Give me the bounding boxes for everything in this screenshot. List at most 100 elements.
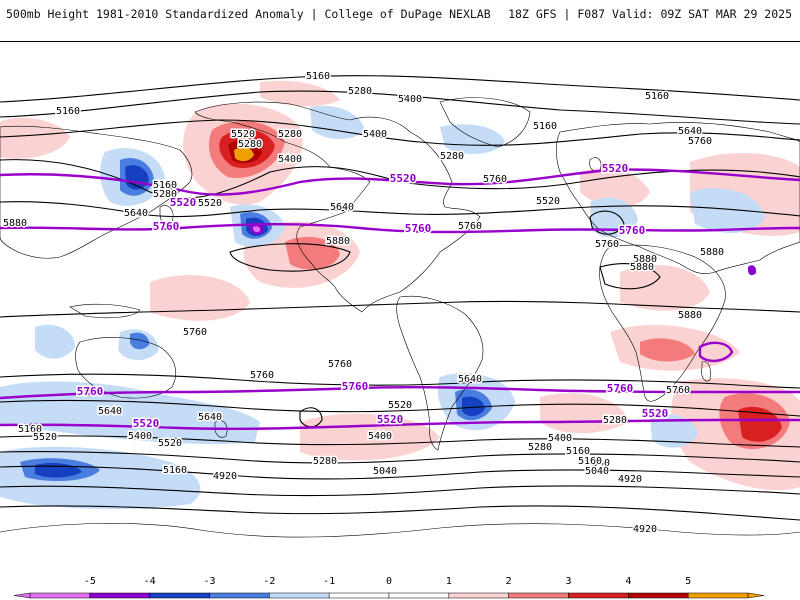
highlight-contour-label: 5760	[342, 380, 369, 393]
contour-label: 5880	[633, 254, 657, 265]
contour-5280-north	[0, 90, 800, 125]
contour-label: 5880	[700, 247, 724, 258]
contour-label: 5400	[128, 431, 152, 442]
colorbar-bin	[209, 592, 270, 599]
contour-label: 5280	[313, 456, 337, 467]
asia-west-coast	[0, 125, 193, 259]
greenland-coast	[439, 97, 531, 148]
map-title: 500mb Height 1981-2010 Standardized Anom…	[6, 7, 491, 21]
highlight-contour-label: 5520	[642, 407, 669, 420]
contour-5160-north	[0, 75, 800, 103]
contour-label: 5280	[348, 86, 372, 97]
contour-5400-north	[0, 119, 800, 146]
south-america-coast	[396, 296, 484, 451]
colorbar-bin	[448, 592, 509, 599]
contour-5280-south	[0, 450, 800, 464]
contour-label: 5640	[330, 202, 354, 213]
colorbar-bin	[29, 592, 91, 599]
colorbar-left-arrow	[13, 592, 31, 599]
colorbar-bin	[149, 592, 210, 599]
contour-5880-c	[599, 263, 661, 290]
map-panel[interactable]: 5160 5280 5160 5400 5520 5280 5400 5160 5160 5280…	[0, 41, 800, 575]
highlight-contour-label: 5520	[602, 162, 629, 175]
anom-pos-1-region	[260, 80, 340, 107]
contour-label: 5160	[566, 446, 590, 457]
madagascar-coast	[701, 361, 711, 382]
colorbar-svg: -5 -4 -3 -2 -1 0 1 2 3 4 5	[13, 576, 765, 599]
africa-coast	[599, 244, 726, 402]
colorbar-bin	[508, 592, 569, 599]
anom-pos-1-region	[580, 168, 650, 207]
contour-label: 5280	[603, 415, 627, 426]
highlight-contour-label: 5520	[133, 417, 160, 430]
antarctica-coast	[0, 523, 800, 538]
contour-label: 5640	[98, 406, 122, 417]
colorbar-bin	[628, 592, 689, 599]
anomaly-map[interactable]: 5160528051605400552052805400516051605280…	[0, 42, 800, 574]
contour-label: 5640	[458, 374, 482, 385]
anom-pos-3-region	[738, 406, 782, 442]
contour-label: 5280	[440, 151, 464, 162]
new-zealand-coast	[214, 420, 228, 438]
anom-pos-1-region	[620, 264, 710, 311]
colorbar-tick-label: 2	[506, 576, 512, 587]
colorbar-bin	[89, 592, 150, 599]
contour-label: 5760	[483, 174, 507, 185]
contour-label: 5160	[306, 71, 330, 82]
contour-label: 4920	[618, 474, 642, 485]
highlight-contour-label: 5520	[377, 413, 404, 426]
contour-label: 5760	[688, 136, 712, 147]
contour-label: 5160	[645, 91, 669, 102]
anom-neg-2-region	[130, 332, 150, 350]
highlight-contour-label: 5760	[619, 224, 646, 237]
colorbar-tick-label: -2	[263, 576, 275, 587]
anom-neg-1-region	[690, 188, 765, 234]
contour-5760-highlight-north	[0, 223, 800, 234]
contour-5880-b	[0, 300, 800, 318]
highlight-contour-label: 5520	[390, 172, 417, 185]
contour-label: 5520	[388, 400, 412, 411]
contour-label: 5280	[238, 139, 262, 150]
anom-neg-1-region	[440, 124, 505, 154]
contour-label: 5160	[153, 180, 177, 191]
contour-label: 5160	[578, 456, 602, 467]
positive-anomaly-layer	[0, 80, 800, 491]
colorbar-ticks: -5 -4 -3 -2 -1 0 1 2 3 4 5	[84, 576, 691, 587]
contour-label: 5280	[153, 189, 177, 200]
contour-label: 5760	[666, 385, 690, 396]
australia-coast	[75, 337, 176, 399]
anom-neg-3-region	[462, 396, 485, 417]
highlight-contour-label: 5760	[607, 382, 634, 395]
contour-label: 5400	[278, 154, 302, 165]
contour-label: 5520	[198, 198, 222, 209]
colorbar-tick-label: 0	[386, 576, 392, 587]
contour-label: 5760	[595, 239, 619, 250]
colorbar-tick-label: 1	[446, 576, 452, 587]
contour-label: 5520	[231, 129, 255, 140]
anom-neg-1-region	[35, 324, 75, 359]
anom-pos-1-region	[0, 117, 70, 159]
contour-5640-north	[0, 201, 800, 218]
colorbar-right-arrow	[747, 592, 765, 599]
contour-label: 5880	[326, 236, 350, 247]
contour-label: 5520	[158, 438, 182, 449]
contour-label: 4920	[213, 471, 237, 482]
contour-label: 5880	[630, 262, 654, 273]
contour-5760-highlight-south	[0, 385, 800, 400]
contour-loop-southpacific	[299, 407, 323, 428]
japan-coast	[159, 205, 174, 225]
contour-label: 5760	[250, 370, 274, 381]
highlight-contour-label: 5520	[170, 196, 197, 209]
highlight-contour-label: 5760	[153, 220, 180, 233]
colorbar-tick-label: -5	[84, 576, 96, 587]
contour-5400-south	[0, 435, 800, 448]
contour-5880-a	[229, 243, 351, 272]
model-run-info: 18Z GFS | F087 Valid: 09Z SAT MAR 29 202…	[508, 7, 792, 21]
colorbar-tick-label: -3	[203, 576, 215, 587]
contour-label: 5880	[3, 218, 27, 229]
contour-5760-loop-africa	[698, 341, 734, 363]
contour-label: 5160	[533, 121, 557, 132]
highlight-contour-label: 5760	[77, 385, 104, 398]
contour-label: 5160	[18, 424, 42, 435]
contour-5640-south	[0, 399, 800, 417]
